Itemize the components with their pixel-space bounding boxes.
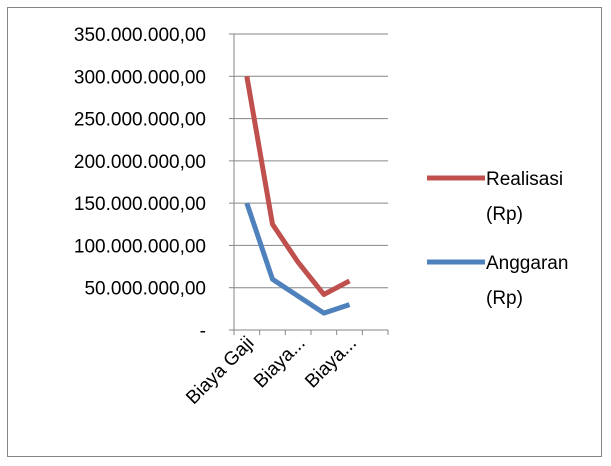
legend-label-0: (Rp): [486, 204, 523, 225]
legend: Realisasi (Rp) Anggaran (Rp): [427, 169, 568, 309]
axes: [229, 33, 389, 335]
y-tick-label: 250.000.000,00: [74, 110, 206, 131]
gridlines: [234, 33, 388, 289]
series-line-0: [244, 75, 351, 297]
x-tick-label: Biaya...: [250, 333, 310, 393]
series-lines: [244, 75, 351, 316]
legend-label-1: (Rp): [486, 288, 523, 309]
y-axis-tick-labels: - 50.000.000,00 100.000.000,00 150.000.000,…: [74, 25, 206, 342]
y-tick-label: 350.000.000,00: [74, 25, 206, 46]
y-tick-label: 150.000.000,00: [74, 194, 206, 215]
legend-label-0: Realisasi: [486, 169, 563, 190]
x-tick-label: Biaya Gaji: [182, 333, 258, 409]
legend-label-1: Anggaran: [486, 253, 568, 274]
series-line-1: [244, 202, 351, 316]
y-tick-label: 200.000.000,00: [74, 152, 206, 173]
y-tick-label: 300.000.000,00: [74, 67, 206, 88]
y-tick-label: 100.000.000,00: [74, 236, 206, 257]
x-tick-label: Biaya...: [301, 333, 361, 393]
x-axis-tick-labels: Biaya GajiBiaya...Biaya...: [182, 333, 361, 409]
chart-frame: [7, 7, 602, 457]
y-tick-label: 50.000.000,00: [84, 279, 206, 300]
y-tick-label: -: [200, 321, 206, 342]
